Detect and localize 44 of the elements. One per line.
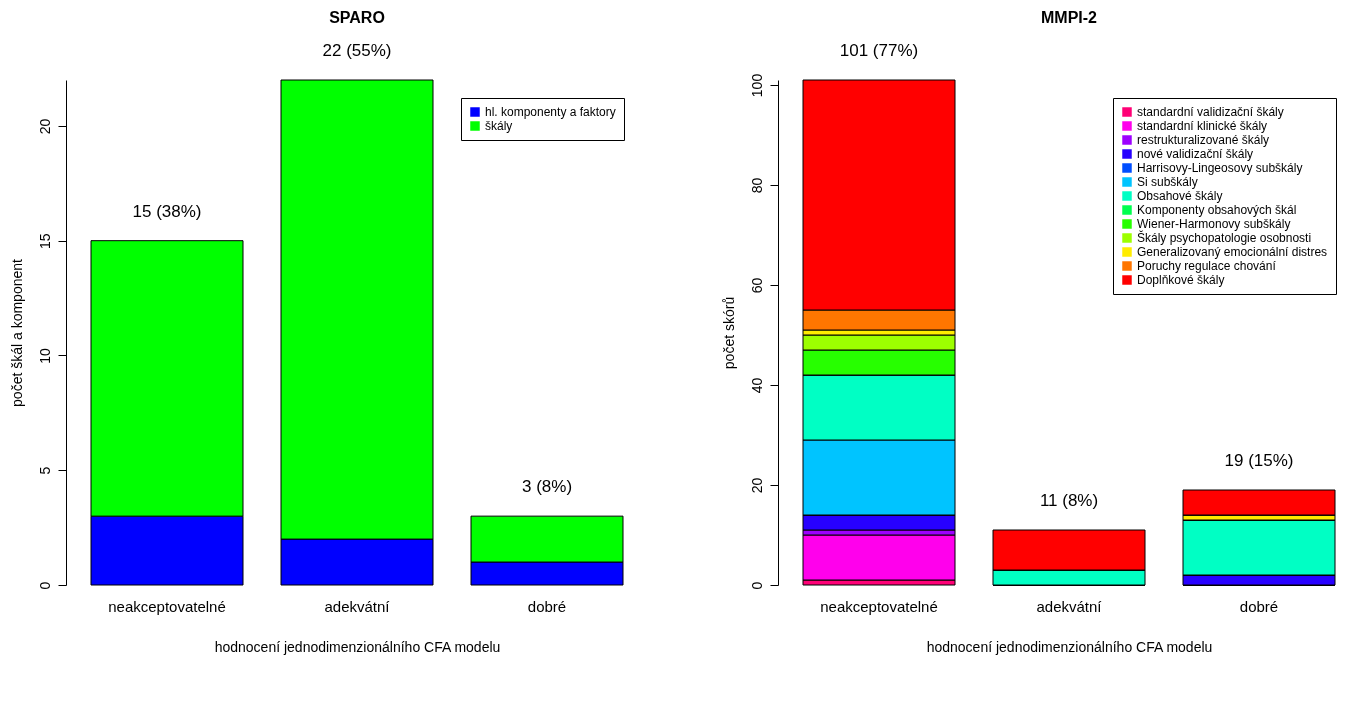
y-tick-label: 100	[748, 73, 765, 98]
chart-title: SPARO	[329, 9, 385, 26]
y-axis-title: počet škál a komponent	[8, 258, 25, 407]
legend-label: Poruchy regulace chování	[1137, 259, 1277, 273]
x-axis-title: hodnocení jednodimenzionálního CFA modelu	[926, 638, 1213, 655]
total-label: 101 (77%)	[839, 41, 919, 60]
y-tick-label: 20	[36, 118, 53, 135]
total-label: 15 (38%)	[132, 201, 202, 221]
x-axis-title: hodnocení jednodimenzionálního CFA modelu	[214, 638, 501, 655]
y-tick-label: 15	[36, 233, 53, 249]
y-tick-label: 60	[748, 277, 765, 294]
x-tick-label: neakceptovatelné	[820, 597, 938, 615]
total-label: 3 (8%)	[521, 477, 573, 497]
y-tick-label: 5	[36, 466, 53, 475]
chart-title: MMPI-2	[1041, 9, 1098, 26]
y-tick-label: 20	[748, 477, 765, 494]
legend-label: standardní klinické škály	[1137, 119, 1268, 133]
x-tick-label: dobré	[527, 597, 567, 615]
y-tick-label: 0	[748, 581, 765, 590]
y-axis-title: počet skórů	[720, 296, 737, 370]
y-tick-label: 10	[36, 347, 53, 364]
y-tick-label: 0	[36, 581, 53, 590]
legend-label: škály	[485, 119, 513, 133]
legend-label: hl. komponenty a faktory	[485, 105, 616, 119]
y-tick-label: 40	[748, 377, 765, 394]
legend-label: Si subškály	[1137, 175, 1198, 189]
legend-label: Komponenty obsahových škál	[1137, 203, 1297, 217]
y-tick-label: 80	[748, 177, 765, 194]
x-tick-label: neakceptovatelné	[108, 597, 226, 615]
legend-label: nové validizační škály	[1137, 147, 1254, 161]
total-label: 22 (55%)	[322, 41, 392, 60]
total-label: 11 (8%)	[1039, 491, 1099, 510]
total-label: 19 (15%)	[1224, 451, 1294, 470]
x-tick-label: dobré	[1239, 597, 1279, 615]
legend-label: standardní validizační škály	[1137, 105, 1284, 119]
legend-label: Harrisovy-Lingeosovy subškály	[1137, 161, 1303, 175]
legend-label: Generalizovaný emocionální distres	[1137, 245, 1328, 259]
legend-label: Obsahové škály	[1137, 189, 1223, 203]
legend-label: restrukturalizované škály	[1137, 133, 1270, 147]
x-tick-label: adekvátní	[1036, 597, 1103, 615]
legend-label: Doplňkové škály	[1137, 273, 1225, 287]
x-tick-label: adekvátní	[324, 597, 391, 615]
legend-label: Škály psychopatologie osobnosti	[1137, 230, 1312, 245]
legend-label: Wiener-Harmonovy subškály	[1137, 217, 1291, 231]
